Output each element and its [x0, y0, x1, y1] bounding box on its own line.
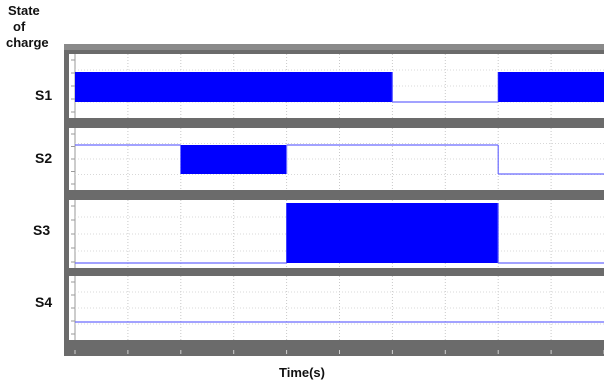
y-title-line-2: of — [13, 19, 26, 34]
series-s3-switching-block-2 — [286, 203, 499, 263]
frame-top-band — [64, 44, 604, 50]
series-s1-switching-block-3 — [498, 72, 604, 102]
series-label-s4: S4 — [35, 294, 53, 310]
series-s1-switching-block-1 — [75, 72, 393, 102]
y-title-line-1: State — [8, 3, 40, 18]
series-label-s1: S1 — [35, 87, 53, 103]
y-title-line-3: charge — [6, 35, 49, 50]
y-axis-title: State of charge — [3, 3, 73, 51]
series-label-s2: S2 — [35, 150, 53, 166]
series-s2-switching-block-2 — [180, 145, 287, 174]
x-axis-title: Time(s) — [279, 365, 325, 380]
series-label-s3: S3 — [33, 222, 51, 238]
